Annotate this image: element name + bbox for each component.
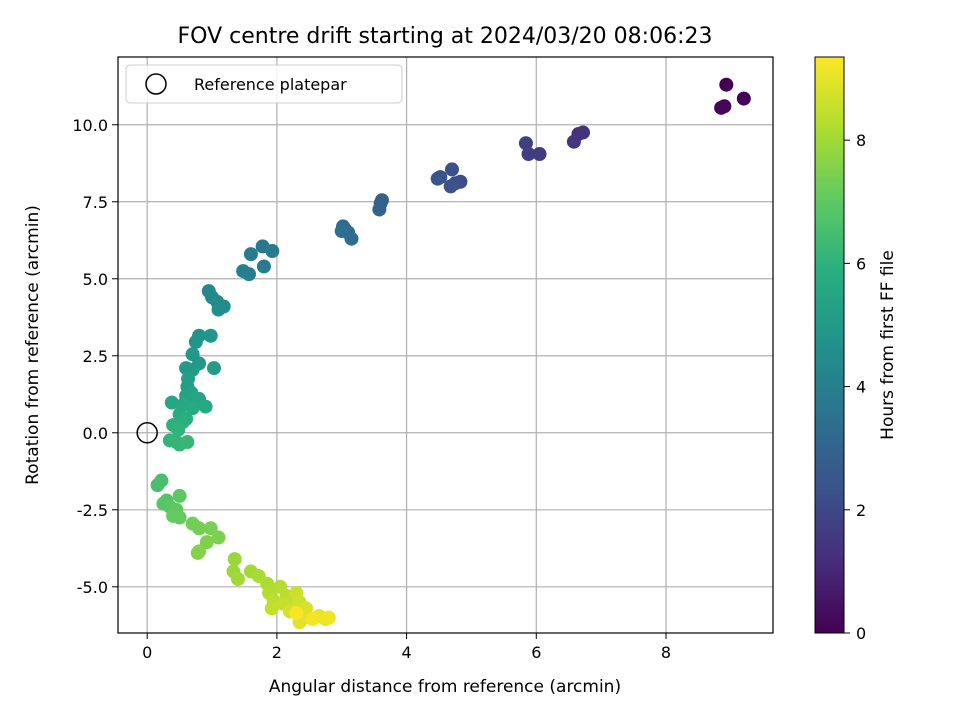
legend-entry-reference-platepar: Reference platepar [194, 75, 347, 94]
data-point [532, 147, 547, 162]
data-point [164, 395, 179, 410]
data-point [242, 267, 256, 282]
data-point [203, 521, 218, 536]
data-point [199, 535, 214, 550]
x-tick-label: 2 [272, 643, 282, 662]
colorbar [814, 56, 845, 634]
legend: Reference platepar [125, 64, 403, 104]
data-points [150, 77, 751, 630]
colorbar-label: Hours from first FF file [878, 250, 898, 440]
data-point [172, 488, 187, 503]
data-point [289, 605, 304, 620]
data-point [203, 328, 218, 343]
data-point [192, 521, 207, 536]
data-point [206, 361, 221, 376]
x-tick-label: 6 [531, 643, 541, 662]
data-point [334, 224, 349, 239]
data-point [185, 401, 200, 416]
x-axis-label: Angular distance from reference (arcmin) [269, 677, 621, 697]
y-tick-label: 2.5 [83, 347, 108, 366]
legend-box [125, 64, 403, 104]
colorbar-tick-label: 8 [856, 131, 866, 150]
data-point [230, 572, 245, 587]
chart-title: FOV centre drift starting at 2024/03/20 … [178, 24, 713, 49]
colorbar-tick-label: 6 [856, 254, 866, 273]
data-point [243, 247, 258, 262]
legend-marker [145, 73, 167, 95]
data-point [265, 244, 280, 259]
data-point [321, 610, 336, 625]
data-point [444, 162, 459, 177]
y-axis-label: Rotation from reference (arcmin) [23, 205, 43, 485]
x-tick-label: 4 [401, 643, 411, 662]
y-tick-label: 7.5 [83, 193, 108, 212]
data-point [150, 478, 165, 493]
data-point [372, 202, 387, 217]
y-tick-label: 0.0 [83, 424, 108, 443]
data-point [172, 510, 187, 525]
data-point [256, 259, 271, 274]
data-point [518, 136, 533, 151]
data-point [736, 91, 751, 106]
data-point [188, 334, 203, 349]
x-axis-ticks: 0 2 4 6 8 [142, 633, 671, 662]
grid-lines [118, 57, 773, 633]
y-tick-label: 10.0 [72, 116, 108, 135]
colorbar-ticks: 0 2 4 6 8 [844, 131, 866, 643]
data-point [305, 612, 320, 627]
y-tick-label: -2.5 [77, 501, 108, 520]
data-point [264, 601, 279, 616]
data-point [180, 435, 195, 450]
data-point [198, 399, 213, 414]
reference-platepar-marker [136, 422, 158, 444]
data-point [719, 77, 734, 92]
colorbar-tick-label: 2 [856, 501, 866, 520]
plot-frame [117, 56, 774, 634]
data-point [430, 171, 445, 186]
data-point [344, 231, 359, 246]
data-point [171, 422, 186, 437]
data-point [714, 100, 729, 115]
data-point [190, 545, 205, 560]
data-point [211, 302, 226, 317]
x-tick-label: 0 [142, 643, 152, 662]
data-point [211, 530, 226, 545]
data-point [443, 179, 458, 194]
y-tick-label: 5.0 [83, 270, 108, 289]
colorbar-tick-label: 0 [856, 624, 866, 643]
data-point [227, 552, 242, 567]
data-point [566, 134, 581, 149]
y-tick-label: -5.0 [77, 578, 108, 597]
x-tick-label: 8 [661, 643, 671, 662]
y-axis-ticks: -5.0 -2.5 0.0 2.5 5.0 7.5 10.0 [72, 116, 118, 597]
data-point [521, 147, 536, 162]
colorbar-tick-label: 4 [856, 378, 866, 397]
